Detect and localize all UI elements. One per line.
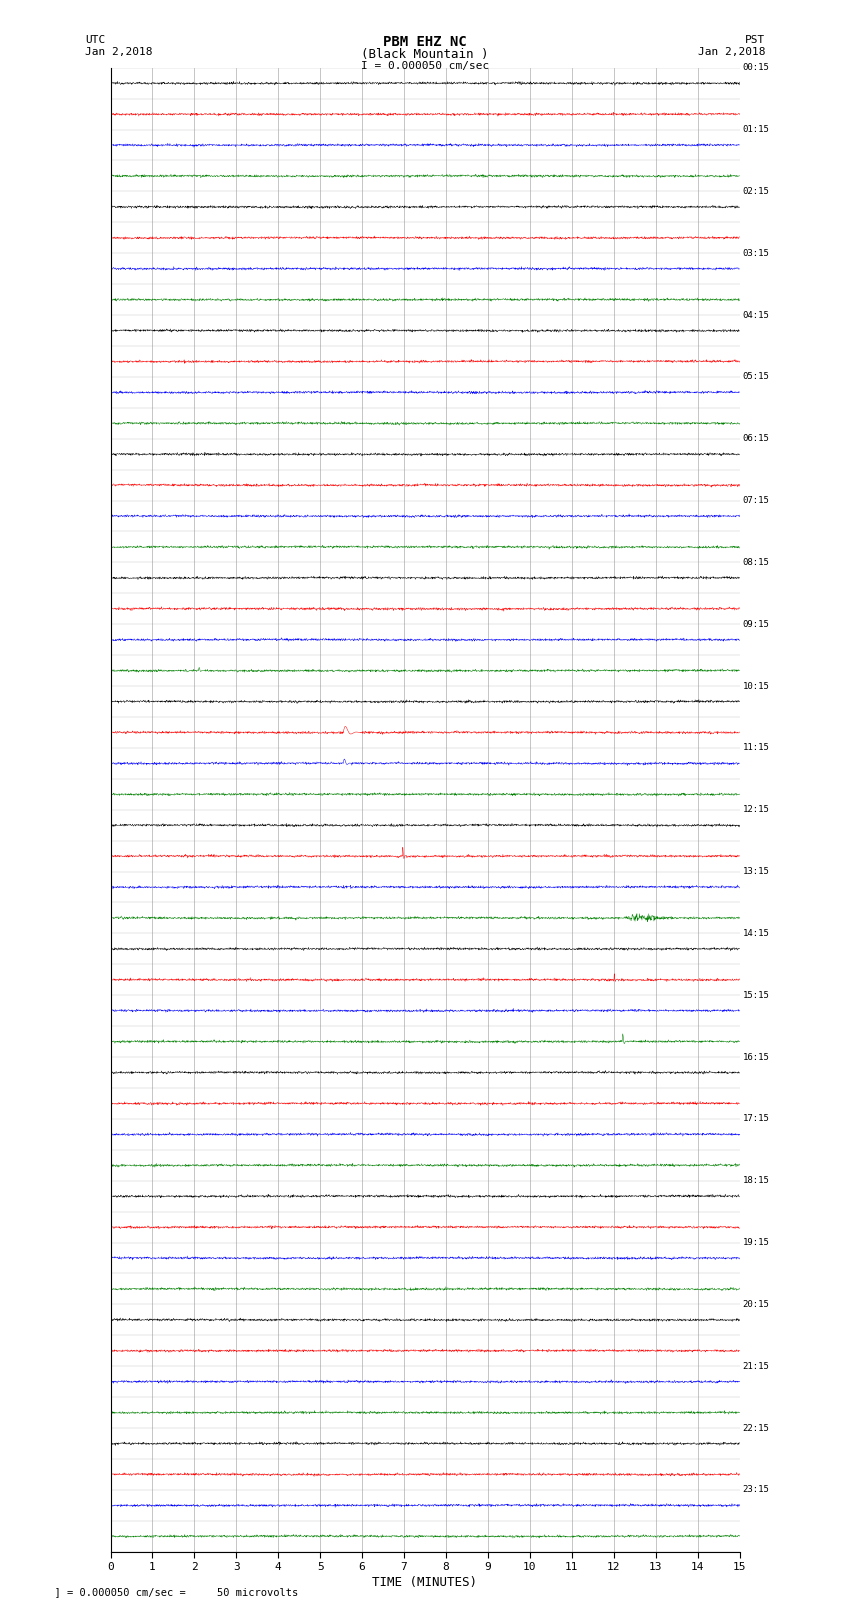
Text: 23:15: 23:15 — [743, 1486, 769, 1494]
Text: PBM EHZ NC: PBM EHZ NC — [383, 35, 467, 50]
Text: 15:15: 15:15 — [743, 990, 769, 1000]
X-axis label: TIME (MINUTES): TIME (MINUTES) — [372, 1576, 478, 1589]
Text: 03:15: 03:15 — [743, 248, 769, 258]
Text: Jan 2,2018: Jan 2,2018 — [85, 47, 152, 56]
Text: 04:15: 04:15 — [743, 311, 769, 319]
Text: 13:15: 13:15 — [743, 868, 769, 876]
Text: 20:15: 20:15 — [743, 1300, 769, 1308]
Text: 01:15: 01:15 — [743, 126, 769, 134]
Text: 02:15: 02:15 — [743, 187, 769, 195]
Text: 00:15: 00:15 — [743, 63, 769, 73]
Text: 22:15: 22:15 — [743, 1424, 769, 1432]
Text: 16:15: 16:15 — [743, 1053, 769, 1061]
Text: 06:15: 06:15 — [743, 434, 769, 444]
Text: 19:15: 19:15 — [743, 1239, 769, 1247]
Text: ] = 0.000050 cm/sec =     50 microvolts: ] = 0.000050 cm/sec = 50 microvolts — [42, 1587, 298, 1597]
Text: I = 0.000050 cm/sec: I = 0.000050 cm/sec — [361, 61, 489, 71]
Text: 17:15: 17:15 — [743, 1115, 769, 1123]
Text: 07:15: 07:15 — [743, 497, 769, 505]
Text: 09:15: 09:15 — [743, 619, 769, 629]
Text: 12:15: 12:15 — [743, 805, 769, 815]
Text: 10:15: 10:15 — [743, 682, 769, 690]
Text: (Black Mountain ): (Black Mountain ) — [361, 48, 489, 61]
Text: 08:15: 08:15 — [743, 558, 769, 566]
Text: Jan 2,2018: Jan 2,2018 — [698, 47, 765, 56]
Text: 18:15: 18:15 — [743, 1176, 769, 1186]
Text: PST: PST — [745, 35, 765, 45]
Text: 05:15: 05:15 — [743, 373, 769, 381]
Text: 11:15: 11:15 — [743, 744, 769, 752]
Text: UTC: UTC — [85, 35, 105, 45]
Text: 14:15: 14:15 — [743, 929, 769, 937]
Text: 21:15: 21:15 — [743, 1361, 769, 1371]
